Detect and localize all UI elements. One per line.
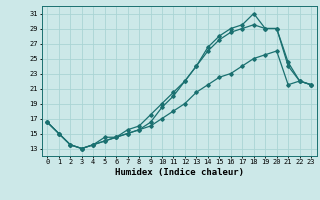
X-axis label: Humidex (Indice chaleur): Humidex (Indice chaleur) xyxy=(115,168,244,177)
